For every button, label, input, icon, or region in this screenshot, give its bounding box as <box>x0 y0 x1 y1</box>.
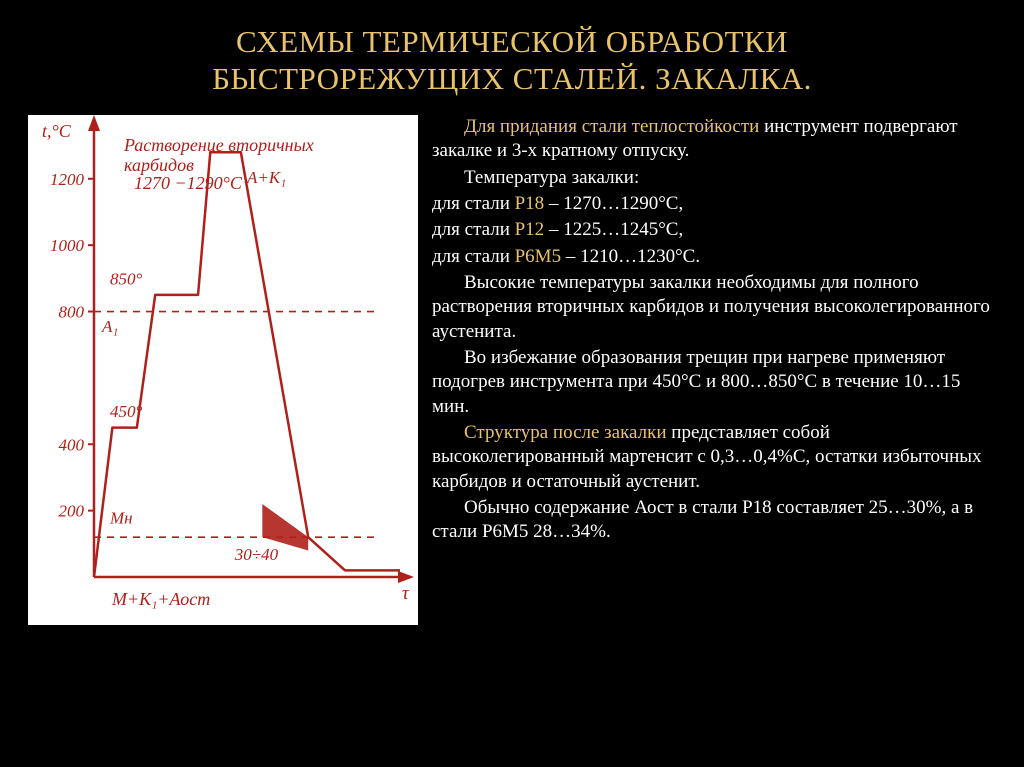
svg-text:850°: 850° <box>110 269 143 288</box>
accent-intro: Для придания стали теплостойкости <box>464 116 759 137</box>
svg-text:30÷40: 30÷40 <box>234 545 279 564</box>
t-p6m5-a: для стали <box>432 246 515 267</box>
svg-text:200: 200 <box>59 502 85 521</box>
para-temp-p6m5: для стали Р6М5 – 1210…1230°С. <box>432 245 996 269</box>
text-column: Для придания стали теплостойкости инстру… <box>432 115 996 749</box>
para-structure: Структура после закалки представляет соб… <box>432 421 996 494</box>
t-p6m5-b: Р6М5 <box>515 246 561 267</box>
svg-text:400: 400 <box>59 435 85 454</box>
svg-text:1200: 1200 <box>50 170 85 189</box>
para-temps-head: Температура закалки: <box>432 166 996 190</box>
title-line-2: БЫСТРОРЕЖУЩИХ СТАЛЕЙ. ЗАКАЛКА. <box>212 61 812 96</box>
t-p18-a: для стали <box>432 193 515 214</box>
para-aost: Обычно содержание Аост в стали Р18 соста… <box>432 496 996 545</box>
para-intro: Для придания стали теплостойкости инстру… <box>432 115 996 164</box>
t-p18-c: – 1270…1290°С, <box>544 193 683 214</box>
svg-text:τ: τ <box>402 583 410 604</box>
para-temp-p12: для стали Р12 – 1225…1245°С, <box>432 218 996 242</box>
t-p6m5-c: – 1210…1230°С. <box>561 246 700 267</box>
chart-svg: 200 400 800 1000 1200 t,°C τ Растворение вторич… <box>28 115 418 625</box>
svg-text:A₁: A₁ <box>101 317 118 336</box>
title-line-1: СХЕМЫ ТЕРМИЧЕСКОЙ ОБРАБОТКИ <box>236 24 788 59</box>
svg-text:М+K₁+Аост: М+K₁+Аост <box>111 589 210 609</box>
slide-root: СХЕМЫ ТЕРМИЧЕСКОЙ ОБРАБОТКИ БЫСТРОРЕЖУЩИ… <box>0 0 1024 767</box>
para-preheat: Во избежание образования трещин при нагр… <box>432 346 996 419</box>
t-p12-b: Р12 <box>515 219 545 240</box>
t-p12-c: – 1225…1245°С, <box>544 219 683 240</box>
svg-text:800: 800 <box>59 303 85 322</box>
t-p12-a: для стали <box>432 219 515 240</box>
t-p18-b: Р18 <box>515 193 545 214</box>
svg-text:450°: 450° <box>110 402 143 421</box>
para-temp-p18: для стали Р18 – 1270…1290°С, <box>432 192 996 216</box>
svg-text:1270 −1290°С: 1270 −1290°С <box>134 173 243 193</box>
svg-text:Растворение вторичных: Растворение вторичных <box>123 135 314 155</box>
heat-treatment-chart: 200 400 800 1000 1200 t,°C τ Растворение вторич… <box>28 115 418 625</box>
svg-text:Mн: Mн <box>109 508 133 527</box>
svg-text:A+K₁: A+K₁ <box>246 168 286 187</box>
accent-structure: Структура после закалки <box>464 422 667 443</box>
slide-body: 200 400 800 1000 1200 t,°C τ Растворение вторич… <box>28 115 996 749</box>
para-why-high-temp: Высокие температуры закалки необходимы д… <box>432 271 996 344</box>
svg-text:t,°C: t,°C <box>42 121 72 141</box>
slide-title: СХЕМЫ ТЕРМИЧЕСКОЙ ОБРАБОТКИ БЫСТРОРЕЖУЩИ… <box>28 24 996 97</box>
svg-text:1000: 1000 <box>50 236 85 255</box>
